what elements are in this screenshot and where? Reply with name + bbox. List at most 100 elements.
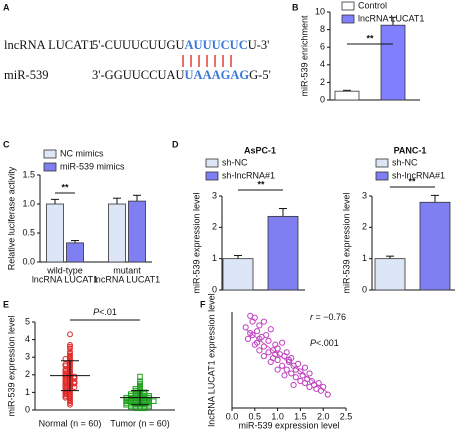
y-tick-label: 4 [25, 334, 30, 344]
point [281, 372, 288, 379]
binding-site: AUUUCUC [185, 38, 248, 52]
point [288, 370, 295, 377]
legend-swatch [43, 162, 57, 172]
legend-label: sh-lncRNA#1 [222, 170, 275, 180]
y-tick-label: 5 [25, 316, 30, 326]
y-tick-label: 2 [212, 222, 217, 232]
panel-label: D [172, 139, 179, 149]
x-tick-label: lncRNA LUCAT1 [32, 274, 98, 284]
y-tick-label: 0.0 [22, 256, 35, 266]
legend-label: NC mimics [60, 148, 104, 158]
legend-swatch [205, 171, 219, 181]
y-axis-label: miR-539 enrichment [299, 15, 309, 97]
annotation: P<.001 [310, 338, 339, 348]
significance-label: ** [61, 182, 69, 192]
y-tick-label: 1.5 [22, 169, 35, 179]
y-axis-label: miR-539 expression level [341, 192, 351, 293]
point [249, 331, 256, 339]
point [256, 347, 263, 354]
point [260, 318, 268, 325]
point [267, 326, 274, 333]
point [263, 331, 270, 339]
panel-label: B [292, 2, 299, 12]
point [260, 343, 268, 350]
point [292, 374, 299, 381]
point [71, 384, 78, 391]
y-tick-label: 10 [315, 6, 325, 16]
bar [267, 215, 299, 291]
sequence-suffix: U-3' [248, 38, 270, 52]
chart-title: PANC-1 [394, 145, 427, 155]
y-tick-label: 0 [362, 284, 367, 294]
point [67, 331, 73, 338]
significance-label: ** [366, 33, 374, 43]
annotation-part: P [310, 338, 316, 348]
bar [128, 200, 146, 263]
bar [380, 24, 406, 101]
x-tick-label: lncRNA LUCAT1 [94, 274, 160, 284]
point [256, 335, 263, 342]
bar [46, 203, 64, 263]
x-tick-label: Tumor (n = 60) [110, 418, 169, 428]
y-tick-label: 3 [362, 190, 367, 200]
sequence-prefix: 3'-GGUUCCUAU [92, 68, 185, 82]
y-tick-label: 2 [25, 369, 30, 379]
y-tick-label: 1 [362, 253, 367, 263]
bar [222, 258, 254, 291]
point [67, 398, 73, 405]
panel-label: F [200, 299, 206, 309]
y-tick-label: 6 [320, 42, 325, 52]
legend-swatch [43, 149, 57, 159]
point [67, 400, 73, 406]
y-axis-label: miR-539 expression level [6, 315, 16, 416]
sequence-alignment: lncRNA LUCAT1 5'-CUUUCUUGUAUUUCUCU-3' mi… [4, 38, 271, 82]
y-tick-label: 1 [212, 253, 217, 263]
x-tick-label: 1.5 [294, 411, 307, 421]
point [253, 328, 261, 335]
legend-swatch [341, 1, 355, 11]
y-tick-label: 0.5 [22, 227, 35, 237]
legend-label: sh-NC [392, 157, 418, 167]
panel-label: E [3, 299, 9, 309]
legend-swatch [341, 14, 355, 24]
legend-swatch [375, 171, 389, 181]
annotation-part: r [310, 312, 314, 322]
point [279, 339, 286, 346]
y-axis-label: miR-539 expression level [191, 192, 201, 293]
x-tick-label: 2.5 [340, 411, 353, 421]
bar [66, 242, 84, 263]
point [251, 314, 258, 321]
point [324, 391, 331, 398]
y-tick-label: 0 [320, 94, 325, 104]
point [283, 349, 290, 356]
binding-site: UAAAGAG [185, 68, 250, 82]
chart-title: AsPC-1 [244, 145, 276, 155]
sequence: 5'-CUUUCUUGUAUUUCUCU-3' [92, 38, 269, 52]
point [67, 341, 73, 348]
point [260, 353, 268, 360]
x-tick-label: wild-type [46, 265, 83, 275]
fit-line [245, 328, 329, 393]
point [315, 379, 322, 387]
point [265, 337, 272, 344]
point [256, 322, 263, 329]
point [274, 366, 281, 373]
point [244, 335, 252, 342]
y-tick-label: 1 [25, 387, 30, 397]
y-tick-label: 0 [212, 284, 217, 294]
point [137, 373, 143, 380]
legend-swatch [375, 158, 389, 168]
point [290, 381, 297, 389]
y-tick-label: 4 [320, 59, 325, 69]
point [279, 362, 286, 369]
x-tick-label: 2.0 [317, 411, 330, 421]
bar [374, 258, 406, 291]
y-tick-label: 2 [320, 77, 325, 87]
point [242, 324, 249, 331]
annotation: r = −0.76 [310, 312, 346, 322]
point [295, 360, 302, 367]
point [306, 370, 313, 377]
legend-label: Control [358, 0, 387, 10]
significance-label: ** [408, 176, 416, 186]
